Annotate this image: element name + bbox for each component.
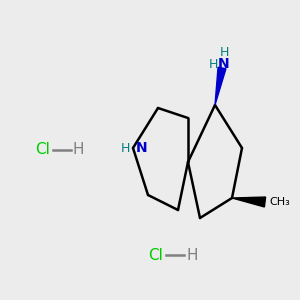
Text: N: N [136, 141, 148, 155]
Polygon shape [215, 67, 226, 105]
Text: H: H [219, 46, 229, 59]
Text: H: H [121, 142, 130, 154]
Text: Cl: Cl [35, 142, 50, 158]
Text: H: H [208, 58, 218, 70]
Text: CH₃: CH₃ [269, 197, 290, 207]
Text: N: N [218, 57, 230, 71]
Text: Cl: Cl [148, 248, 163, 262]
Text: H: H [73, 142, 85, 158]
Polygon shape [232, 197, 266, 207]
Text: H: H [186, 248, 197, 262]
